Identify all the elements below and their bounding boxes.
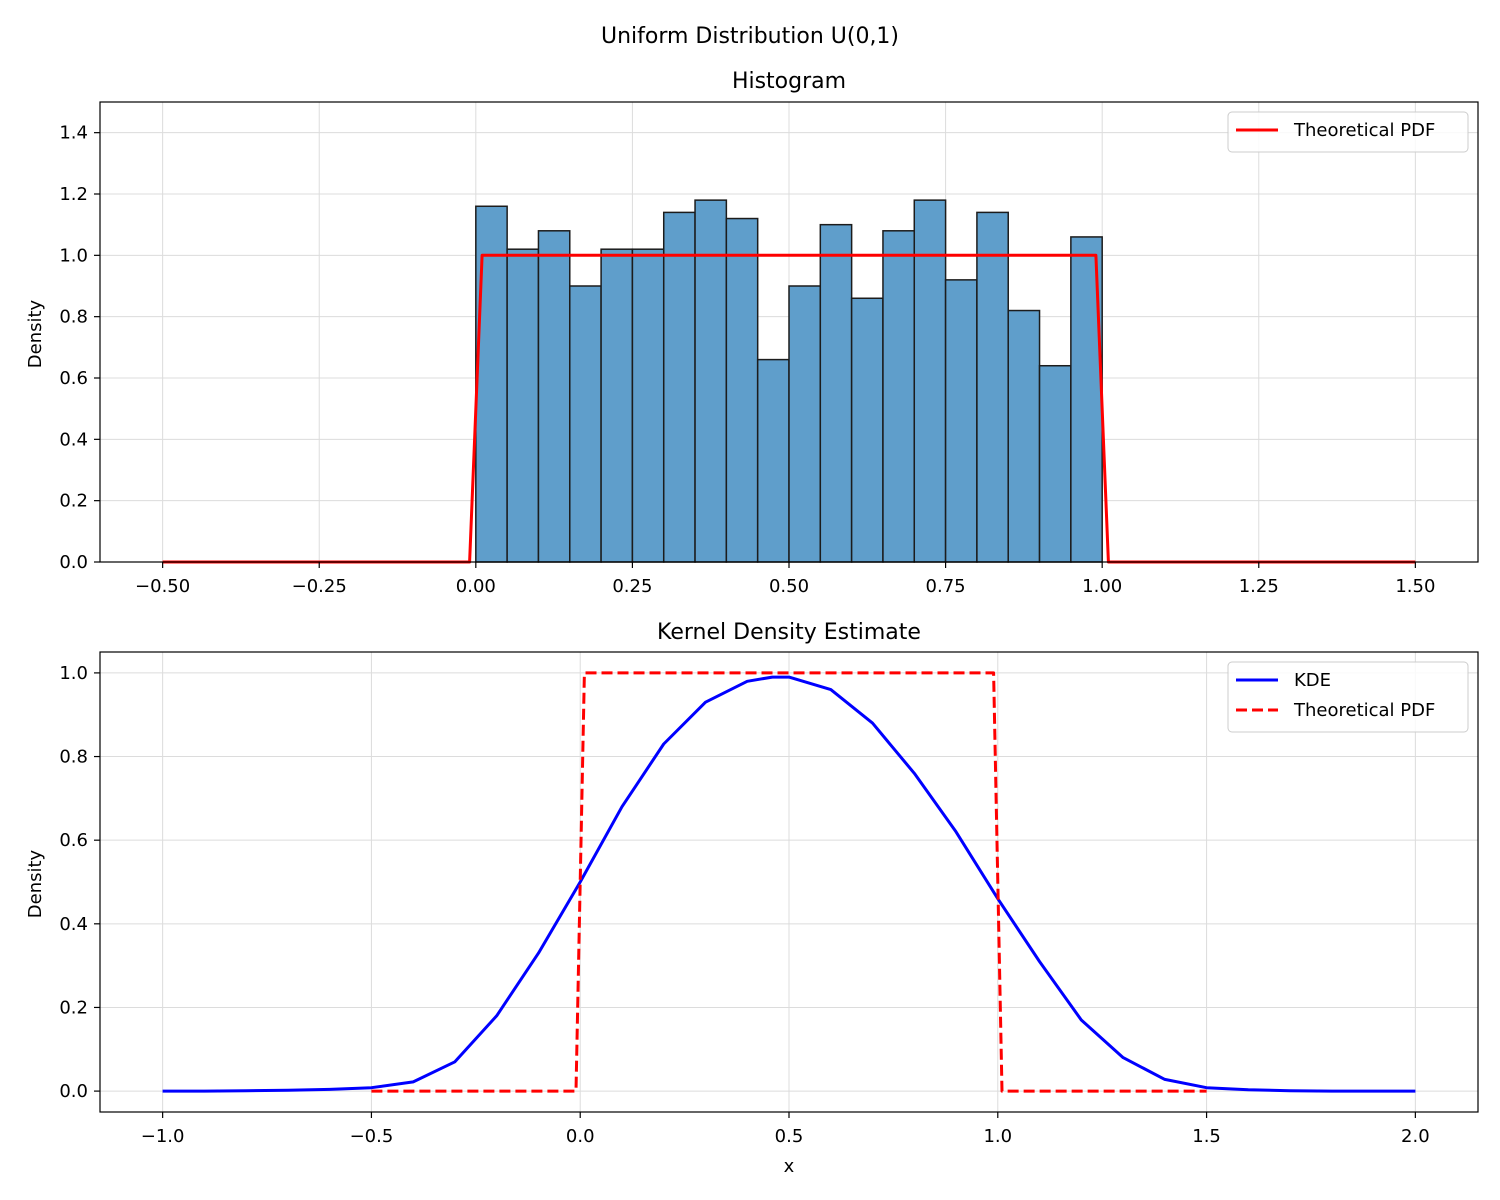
histogram-panel: Histogram −0.50 −0.25 0.00 0.25 0.50 0.75 1.00… [25,69,1479,597]
kde-legend: KDE Theoretical PDF [1227,661,1469,733]
kde-y-tick-label: 1.0 [59,663,88,684]
histogram-bar [600,248,634,563]
kde-panel: Kernel Density Estimate −1.0 −0.5 0.0 0.5 1.… [25,620,1479,1177]
kde-series-theoretical-pdf [371,671,1207,1093]
histogram-bars [475,199,1103,563]
kde-x-ticks: −1.0 −0.5 0.0 0.5 1.0 1.5 2.0 [141,1112,1430,1147]
kde-y-tick-label: 0.8 [59,747,88,768]
histogram-legend-label: Theoretical PDF [1293,120,1435,141]
kde-y-tick-label: 0.2 [59,997,88,1018]
kde-y-tick-label: 0.4 [59,914,88,935]
histogram-bar [694,199,728,563]
histogram-bar [976,211,1009,563]
histogram-x-tick-label: 0.00 [456,576,496,597]
histogram-y-tick-label: 1.2 [59,184,88,205]
histogram-bar [756,358,790,563]
histogram-bar [662,211,696,563]
kde-y-ticks: 0.0 0.2 0.4 0.6 0.8 1.0 [59,663,100,1102]
kde-x-tick-label: 0.5 [775,1126,804,1147]
histogram-bar [788,285,822,563]
kde-x-tick-label: 0.0 [566,1126,595,1147]
histogram-x-tick-label: 1.00 [1082,576,1122,597]
histogram-x-ticks: −0.50 −0.25 0.00 0.25 0.50 0.75 1.00 1.25 1.50 [135,562,1435,597]
histogram-x-tick-label: 1.25 [1239,576,1279,597]
histogram-legend-frame [1227,111,1469,153]
histogram-bar [850,297,884,563]
kde-x-tick-label: 1.5 [1192,1126,1221,1147]
histogram-bar [569,285,602,563]
histogram-x-tick-label: 0.75 [926,576,966,597]
histogram-y-tick-label: 0.8 [59,307,88,328]
histogram-y-ticks: 0.0 0.2 0.4 0.6 0.8 1.0 1.2 1.4 [59,123,100,573]
histogram-y-tick-label: 1.0 [59,245,88,266]
histogram-y-tick-label: 1.4 [59,123,88,144]
histogram-bar [725,217,759,563]
histogram-bar [537,230,571,563]
histogram-bar [506,248,540,563]
kde-x-tick-label: 2.0 [1401,1126,1430,1147]
histogram-bar [631,248,665,563]
kde-y-tick-label: 0.0 [59,1081,88,1102]
histogram-y-tick-label: 0.0 [59,552,88,573]
histogram-bar [1038,364,1072,563]
histogram-title: Histogram [732,69,846,94]
kde-x-tick-label: −0.5 [350,1126,394,1147]
histogram-x-tick-label: 1.50 [1395,576,1435,597]
kde-legend-label: Theoretical PDF [1293,700,1435,721]
kde-ylabel: Density [25,849,46,918]
kde-legend-frame [1227,661,1469,733]
histogram-bar [1007,309,1041,563]
kde-title: Kernel Density Estimate [657,620,921,645]
histogram-legend: Theoretical PDF [1227,111,1469,153]
histogram-ylabel: Density [25,299,46,368]
histogram-y-tick-label: 0.4 [59,429,88,450]
histogram-y-tick-label: 0.6 [59,368,88,389]
kde-x-tick-label: 1.0 [983,1126,1012,1147]
histogram-x-tick-label: −0.25 [292,576,347,597]
kde-y-tick-label: 0.6 [59,830,88,851]
kde-x-tick-label: −1.0 [141,1126,185,1147]
kde-lines [162,671,1416,1093]
histogram-y-tick-label: 0.2 [59,491,88,512]
kde-series-kde [162,675,1416,1093]
kde-legend-label: KDE [1294,670,1331,691]
histogram-x-tick-label: 0.25 [612,576,652,597]
histogram-bar [944,279,978,563]
histogram-x-tick-label: 0.50 [769,576,809,597]
kde-xlabel: x [784,1156,795,1177]
histogram-bar [819,223,853,563]
histogram-x-tick-label: −0.50 [135,576,190,597]
figure-suptitle: Uniform Distribution U(0,1) [601,24,899,49]
histogram-bar [882,230,916,563]
